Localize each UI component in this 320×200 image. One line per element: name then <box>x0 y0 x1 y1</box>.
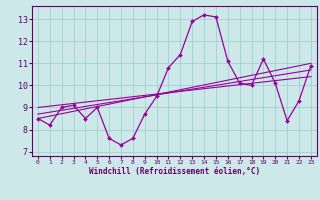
X-axis label: Windchill (Refroidissement éolien,°C): Windchill (Refroidissement éolien,°C) <box>89 167 260 176</box>
